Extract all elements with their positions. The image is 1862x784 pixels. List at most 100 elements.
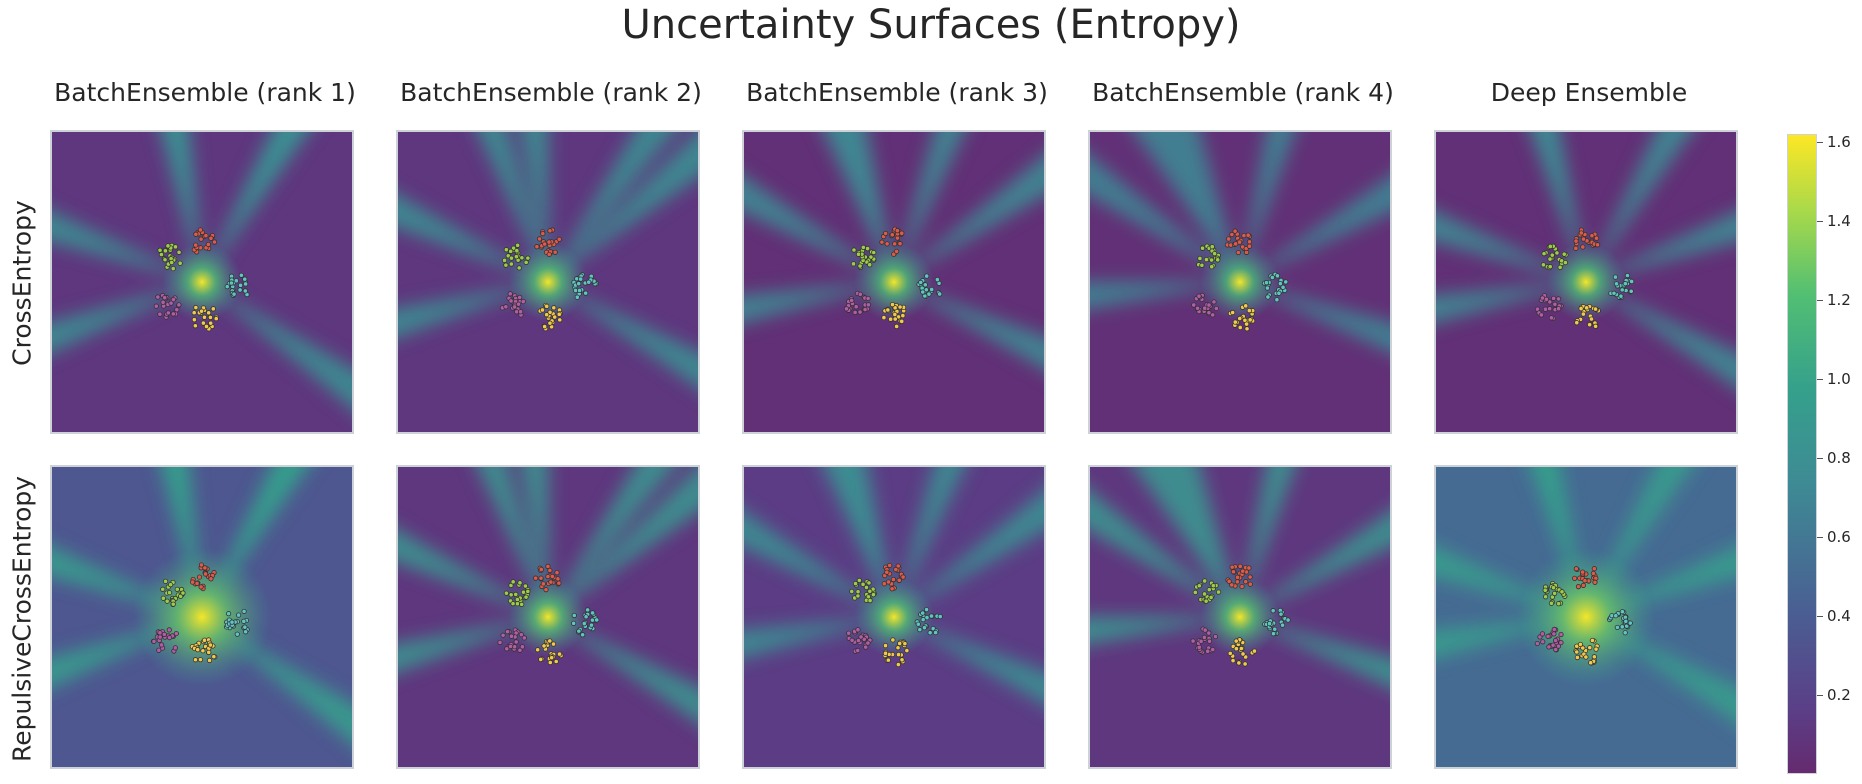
data-point <box>207 314 214 321</box>
data-point <box>1552 301 1558 307</box>
data-point <box>1212 250 1218 257</box>
data-point <box>849 297 855 304</box>
data-point <box>1611 290 1617 296</box>
data-point <box>517 309 524 315</box>
data-point <box>867 262 873 268</box>
data-point <box>170 601 176 607</box>
data-point <box>882 650 889 656</box>
data-point <box>865 640 871 646</box>
data-point <box>1622 281 1628 287</box>
data-point <box>231 291 237 297</box>
data-point <box>1269 274 1275 281</box>
data-point <box>1542 306 1549 312</box>
colorbar-tick-label: 0.2 <box>1827 685 1851 704</box>
data-point <box>915 621 921 627</box>
entropy-ray <box>1090 490 1240 617</box>
data-point <box>503 262 509 268</box>
data-point <box>868 254 874 260</box>
data-point <box>523 594 529 600</box>
data-point <box>1550 585 1557 591</box>
data-point <box>514 596 521 603</box>
data-point <box>1203 256 1210 263</box>
data-point <box>899 230 905 236</box>
data-point <box>1592 306 1599 312</box>
data-point <box>1206 630 1212 636</box>
data-point <box>1237 563 1243 569</box>
data-point <box>1542 587 1548 593</box>
data-point <box>576 628 582 634</box>
entropy-ray <box>1436 546 1586 617</box>
data-point <box>546 251 552 258</box>
colorbar-tick <box>1817 536 1823 538</box>
data-point <box>516 265 522 271</box>
column-title-2: BatchEnsemble (rank 2) <box>400 78 702 107</box>
data-point <box>1582 578 1588 584</box>
data-point <box>897 640 903 647</box>
data-point <box>1201 634 1207 641</box>
colorbar-tick <box>1817 141 1823 143</box>
data-point <box>1548 600 1555 606</box>
data-point <box>547 659 553 666</box>
data-point <box>174 307 180 313</box>
data-point <box>1547 306 1553 312</box>
data-point <box>522 583 529 589</box>
data-point <box>883 230 889 236</box>
data-point <box>1580 311 1586 317</box>
data-point <box>1589 637 1595 644</box>
data-point <box>546 239 552 245</box>
data-point <box>508 255 515 261</box>
data-point <box>1203 598 1209 604</box>
data-point <box>1208 594 1214 601</box>
data-point <box>193 242 199 248</box>
data-point <box>1237 315 1243 322</box>
data-point <box>1206 638 1213 644</box>
data-point <box>201 314 208 320</box>
data-point <box>1577 641 1584 648</box>
data-point <box>1232 228 1238 234</box>
data-point <box>885 657 891 663</box>
data-point <box>900 312 906 319</box>
data-point <box>1270 608 1276 614</box>
data-point <box>849 588 855 595</box>
data-point <box>1628 288 1634 294</box>
data-point <box>1199 245 1206 251</box>
data-point <box>1212 633 1219 640</box>
colorbar <box>1787 134 1817 774</box>
data-point <box>1539 631 1546 637</box>
data-point <box>1575 584 1582 590</box>
data-point <box>153 303 159 309</box>
data-point <box>932 629 939 636</box>
data-point <box>852 580 859 587</box>
data-point <box>515 242 521 248</box>
data-point <box>556 651 563 657</box>
data-point <box>881 314 887 321</box>
data-point <box>1548 315 1555 321</box>
data-point <box>855 637 862 644</box>
data-point <box>1233 646 1239 652</box>
data-point <box>547 567 553 574</box>
data-point <box>165 243 171 249</box>
data-point <box>571 612 577 619</box>
data-point <box>547 228 553 234</box>
data-point <box>208 576 214 582</box>
data-point <box>1235 249 1241 256</box>
data-point <box>508 633 515 639</box>
data-point <box>514 248 520 254</box>
data-point <box>210 306 216 312</box>
data-point <box>888 316 894 322</box>
data-point <box>170 311 176 317</box>
data-point <box>1554 250 1560 256</box>
data-point <box>855 593 861 599</box>
data-point <box>157 630 163 636</box>
data-point <box>166 635 173 641</box>
data-point <box>1240 568 1246 574</box>
data-point <box>224 284 230 290</box>
data-point <box>1619 287 1625 293</box>
data-point <box>1196 583 1202 589</box>
data-point <box>1206 310 1212 316</box>
data-point <box>151 638 157 645</box>
data-point <box>538 566 544 573</box>
data-point <box>879 239 885 245</box>
data-point <box>1618 293 1624 299</box>
data-point <box>1202 578 1208 584</box>
